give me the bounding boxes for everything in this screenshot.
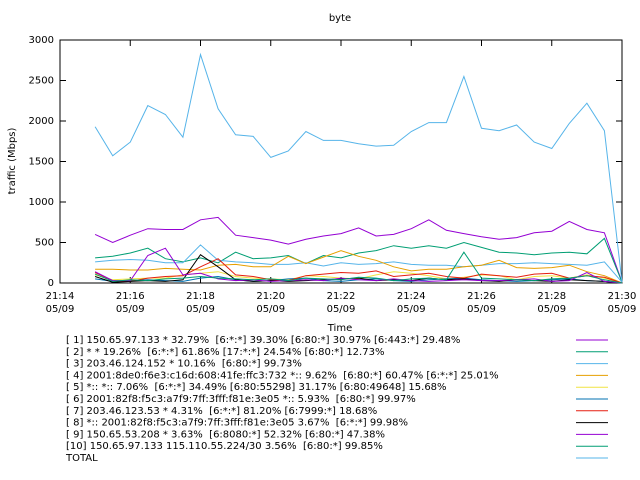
legend-label: TOTAL [65, 453, 98, 464]
series-line [95, 244, 623, 283]
x-tick-date: 05/09 [116, 304, 145, 315]
y-tick-label: 1500 [29, 157, 54, 168]
x-tick-date: 05/09 [256, 304, 285, 315]
legend-label: [10] 150.65.97.133 115.110.55.224/30 3.5… [66, 441, 383, 452]
x-axis-label: Time [327, 323, 352, 334]
x-tick-label: 21:26 [467, 291, 496, 302]
x-tick-date: 05/09 [46, 304, 75, 315]
legend-label: [ 9] 150.65.53.208 * 3.63% [6:8080:*] 52… [66, 429, 385, 440]
x-tick-label: 21:30 [608, 291, 637, 302]
series-line [95, 250, 623, 284]
x-tick-date: 05/09 [397, 304, 426, 315]
x-tick-date: 05/09 [467, 304, 496, 315]
legend-label: [ 1] 150.65.97.133 * 32.79% [6:*:*] 39.3… [66, 335, 460, 346]
y-tick-label: 2000 [29, 116, 54, 127]
y-axis-label: traffic (Mbps) [7, 127, 18, 194]
series-line [95, 237, 623, 283]
plot-border [59, 39, 623, 284]
legend-label: [ 2] * * 19.26% [6:*:*] 61.86% [17:*:*] … [66, 347, 384, 358]
x-tick-label: 21:14 [46, 291, 75, 302]
y-tick-label: 2500 [29, 76, 54, 87]
series-line [94, 216, 623, 283]
y-tick-label: 3000 [29, 35, 54, 46]
series-line [94, 247, 623, 284]
series-line [94, 251, 623, 284]
series-line [94, 52, 623, 283]
x-tick-date: 05/09 [186, 304, 215, 315]
chart-title: byte [329, 13, 351, 24]
y-tick-label: 1000 [29, 197, 54, 208]
legend-label: [ 3] 203.46.124.152 * 10.16% [6:80:*] 99… [66, 359, 302, 370]
y-tick-label: 500 [35, 238, 54, 249]
x-tick-label: 21:24 [397, 291, 426, 302]
x-tick-label: 21:28 [537, 291, 566, 302]
x-tick-label: 21:22 [327, 291, 356, 302]
legend-label: [ 6] 2001:82f8:f5c3:a7f9:7ff:3fff:f81e:3… [66, 394, 416, 405]
y-tick-label: 0 [48, 278, 54, 289]
legend-label: [ 7] 203.46.123.53 * 4.31% [6:*:*] 81.20… [66, 406, 377, 417]
x-tick-date: 05/09 [537, 304, 566, 315]
x-tick-label: 21:16 [116, 291, 145, 302]
x-tick-label: 21:18 [186, 291, 215, 302]
legend-label: [ 8] *:: 2001:82f8:f5c3:a7f9:7ff:3fff:f8… [66, 418, 408, 429]
series-line [94, 258, 623, 284]
legend-label: [ 5] *:: *:: 7.06% [6:*:*] 34.49% [6:80:… [66, 382, 447, 393]
legend-label: [ 4] 2001:8de0:f6e3:c16d:608:41fe:ffc3:7… [66, 370, 499, 381]
x-tick-date: 05/09 [327, 304, 356, 315]
x-tick-date: 05/09 [608, 304, 637, 315]
x-tick-label: 21:20 [256, 291, 285, 302]
